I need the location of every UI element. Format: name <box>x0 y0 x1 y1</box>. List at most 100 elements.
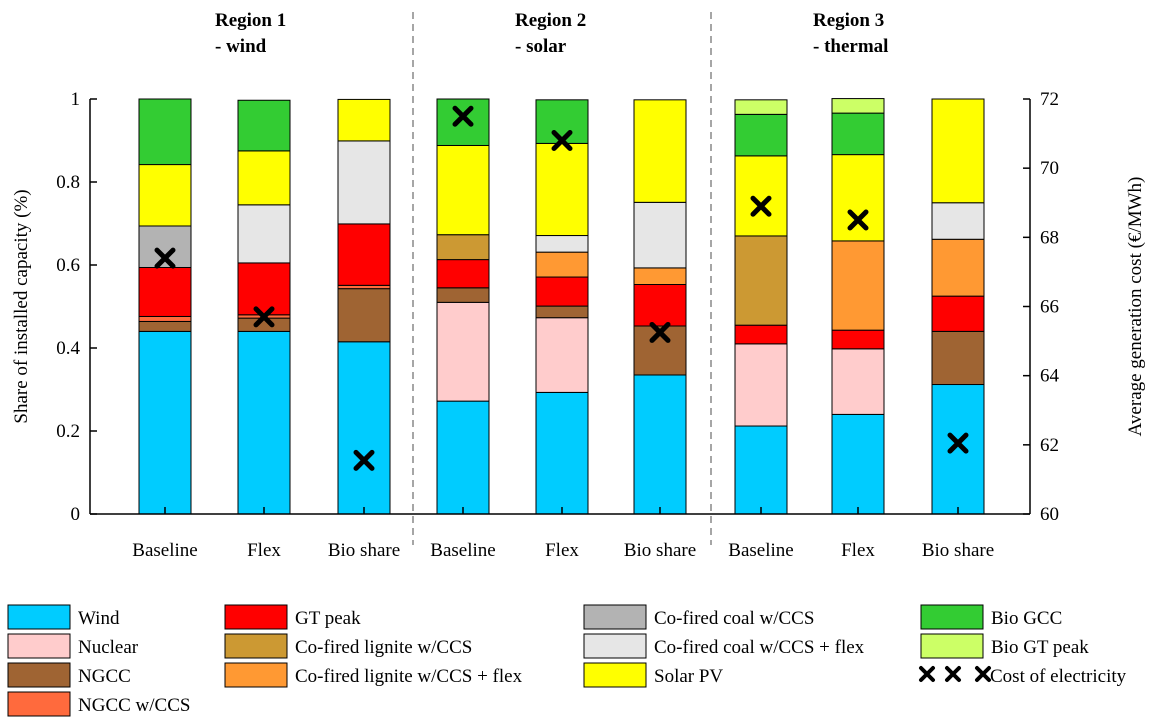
x-tick-label: Baseline <box>728 540 793 561</box>
bar-segment <box>436 400 490 515</box>
cost-marker-x <box>551 130 573 151</box>
legend-swatch <box>583 633 647 659</box>
region-subtitle: - thermal <box>813 36 888 57</box>
bar-segment <box>633 284 687 327</box>
legend-label: NGCC w/CCS <box>78 695 190 716</box>
cost-marker <box>551 130 573 151</box>
legend-item: Co-fired lignite w/CCS + flex <box>224 662 523 688</box>
legend-cost-marker <box>919 666 935 682</box>
bar-segment <box>138 320 192 332</box>
bar-segment <box>734 324 788 345</box>
cost-marker <box>253 306 275 328</box>
bar-segment <box>633 267 687 286</box>
bar-segment <box>237 262 291 316</box>
legend-label: Co-fired coal w/CCS + flex <box>654 637 865 658</box>
legend-swatch <box>583 662 647 688</box>
bar-segment <box>138 315 192 322</box>
bar-segment <box>734 155 788 237</box>
bar-segment <box>931 238 985 297</box>
y2-tick-label: 72 <box>1040 89 1059 110</box>
bar-segment <box>931 384 985 515</box>
legend-label: Bio GT peak <box>991 637 1089 658</box>
legend-item: Co-fired coal w/CCS <box>583 604 814 630</box>
y-axis-label: Share of installed capacity (%) <box>11 189 32 423</box>
legend-label: GT peak <box>295 608 361 629</box>
cost-marker-x <box>353 449 375 471</box>
bar-segment <box>436 144 490 236</box>
y-tick-label: 1 <box>71 89 81 110</box>
axes: 0 0.2 0.4 0.6 0.8 1 60 62 64 66 68 70 72 Baseline Flex… <box>11 89 1146 561</box>
cost-marker <box>847 209 869 231</box>
x-tick-label: Flex <box>545 540 579 561</box>
region-subtitle: - solar <box>515 36 567 57</box>
y2-axis-label: Average generation cost (€/MWh) <box>1125 177 1146 437</box>
bar-segment <box>831 413 885 515</box>
bar-segment <box>138 266 192 317</box>
bar-segment <box>337 223 391 286</box>
x-tick-label: Baseline <box>430 540 495 561</box>
y-tick-label: 0 <box>71 504 81 525</box>
legend-swatch <box>7 604 71 630</box>
cost-marker <box>353 449 375 471</box>
region-title: Region 2 <box>515 10 586 31</box>
legend-item: NGCC w/CCS <box>7 691 190 717</box>
bar-segment <box>237 330 291 515</box>
cost-marker-x <box>452 105 474 127</box>
bar-segment <box>831 154 885 242</box>
region-titles: Region 1 - wind Region 2 - solar Region 3 - t… <box>215 10 888 57</box>
bars <box>138 98 985 515</box>
bar-segment <box>436 301 490 402</box>
bar-segment <box>931 330 985 386</box>
bar-segment <box>535 317 589 393</box>
legend-swatch <box>583 604 647 630</box>
bar-segment <box>337 288 391 343</box>
legend-label: NGCC <box>78 666 131 687</box>
bar-segment <box>138 98 192 166</box>
legend-item: GT peak <box>224 604 361 630</box>
legend-swatch <box>224 633 288 659</box>
bar-segment <box>535 99 589 144</box>
y-tick-label: 0.2 <box>56 421 80 442</box>
bar-segment <box>831 329 885 350</box>
cost-marker-x <box>847 209 869 231</box>
bar-segment <box>734 343 788 427</box>
bar-segment <box>633 374 687 515</box>
bar-segment <box>535 305 589 319</box>
bar-segment <box>931 295 985 332</box>
legend-swatch <box>920 604 984 630</box>
legend-item: Solar PV <box>583 662 723 688</box>
y2-tick-label: 62 <box>1040 435 1059 456</box>
y2-tick-label: 68 <box>1040 227 1059 248</box>
bar-segment <box>734 99 788 115</box>
bar-segment <box>436 98 490 146</box>
bar-segment <box>734 425 788 515</box>
legend-swatch <box>224 662 288 688</box>
legend-label: Co-fired coal w/CCS <box>654 608 814 629</box>
x-tick-label: Bio share <box>922 540 994 561</box>
legend-item: Bio GT peak <box>920 633 1089 659</box>
legend-swatch <box>7 662 71 688</box>
bar-segment <box>337 98 391 142</box>
y2-tick-label: 70 <box>1040 158 1059 179</box>
bar-segment <box>831 98 885 114</box>
bar-segment <box>237 150 291 206</box>
bar-segment <box>337 140 391 225</box>
bar-segment <box>436 259 490 289</box>
legend-item: Bio GCC <box>920 604 1062 630</box>
legend-label: Co-fired lignite w/CCS <box>295 637 472 658</box>
legend-label: Bio GCC <box>991 608 1062 629</box>
cost-marker-x <box>947 432 969 454</box>
legend-swatch <box>7 691 71 717</box>
cost-marker <box>750 195 772 217</box>
cost-marker-x <box>154 247 176 269</box>
bar-segment <box>633 99 687 203</box>
legend-item: Co-fired coal w/CCS + flex <box>583 633 865 659</box>
y-tick-label: 0.4 <box>56 338 80 359</box>
cost-marker <box>649 321 671 343</box>
y2-tick-label: 64 <box>1040 366 1060 387</box>
legend-label: Nuclear <box>78 637 139 658</box>
bar-segment <box>138 164 192 227</box>
legend-label: Solar PV <box>654 666 723 687</box>
legend-item-cost: Cost of electricity <box>919 666 1127 687</box>
